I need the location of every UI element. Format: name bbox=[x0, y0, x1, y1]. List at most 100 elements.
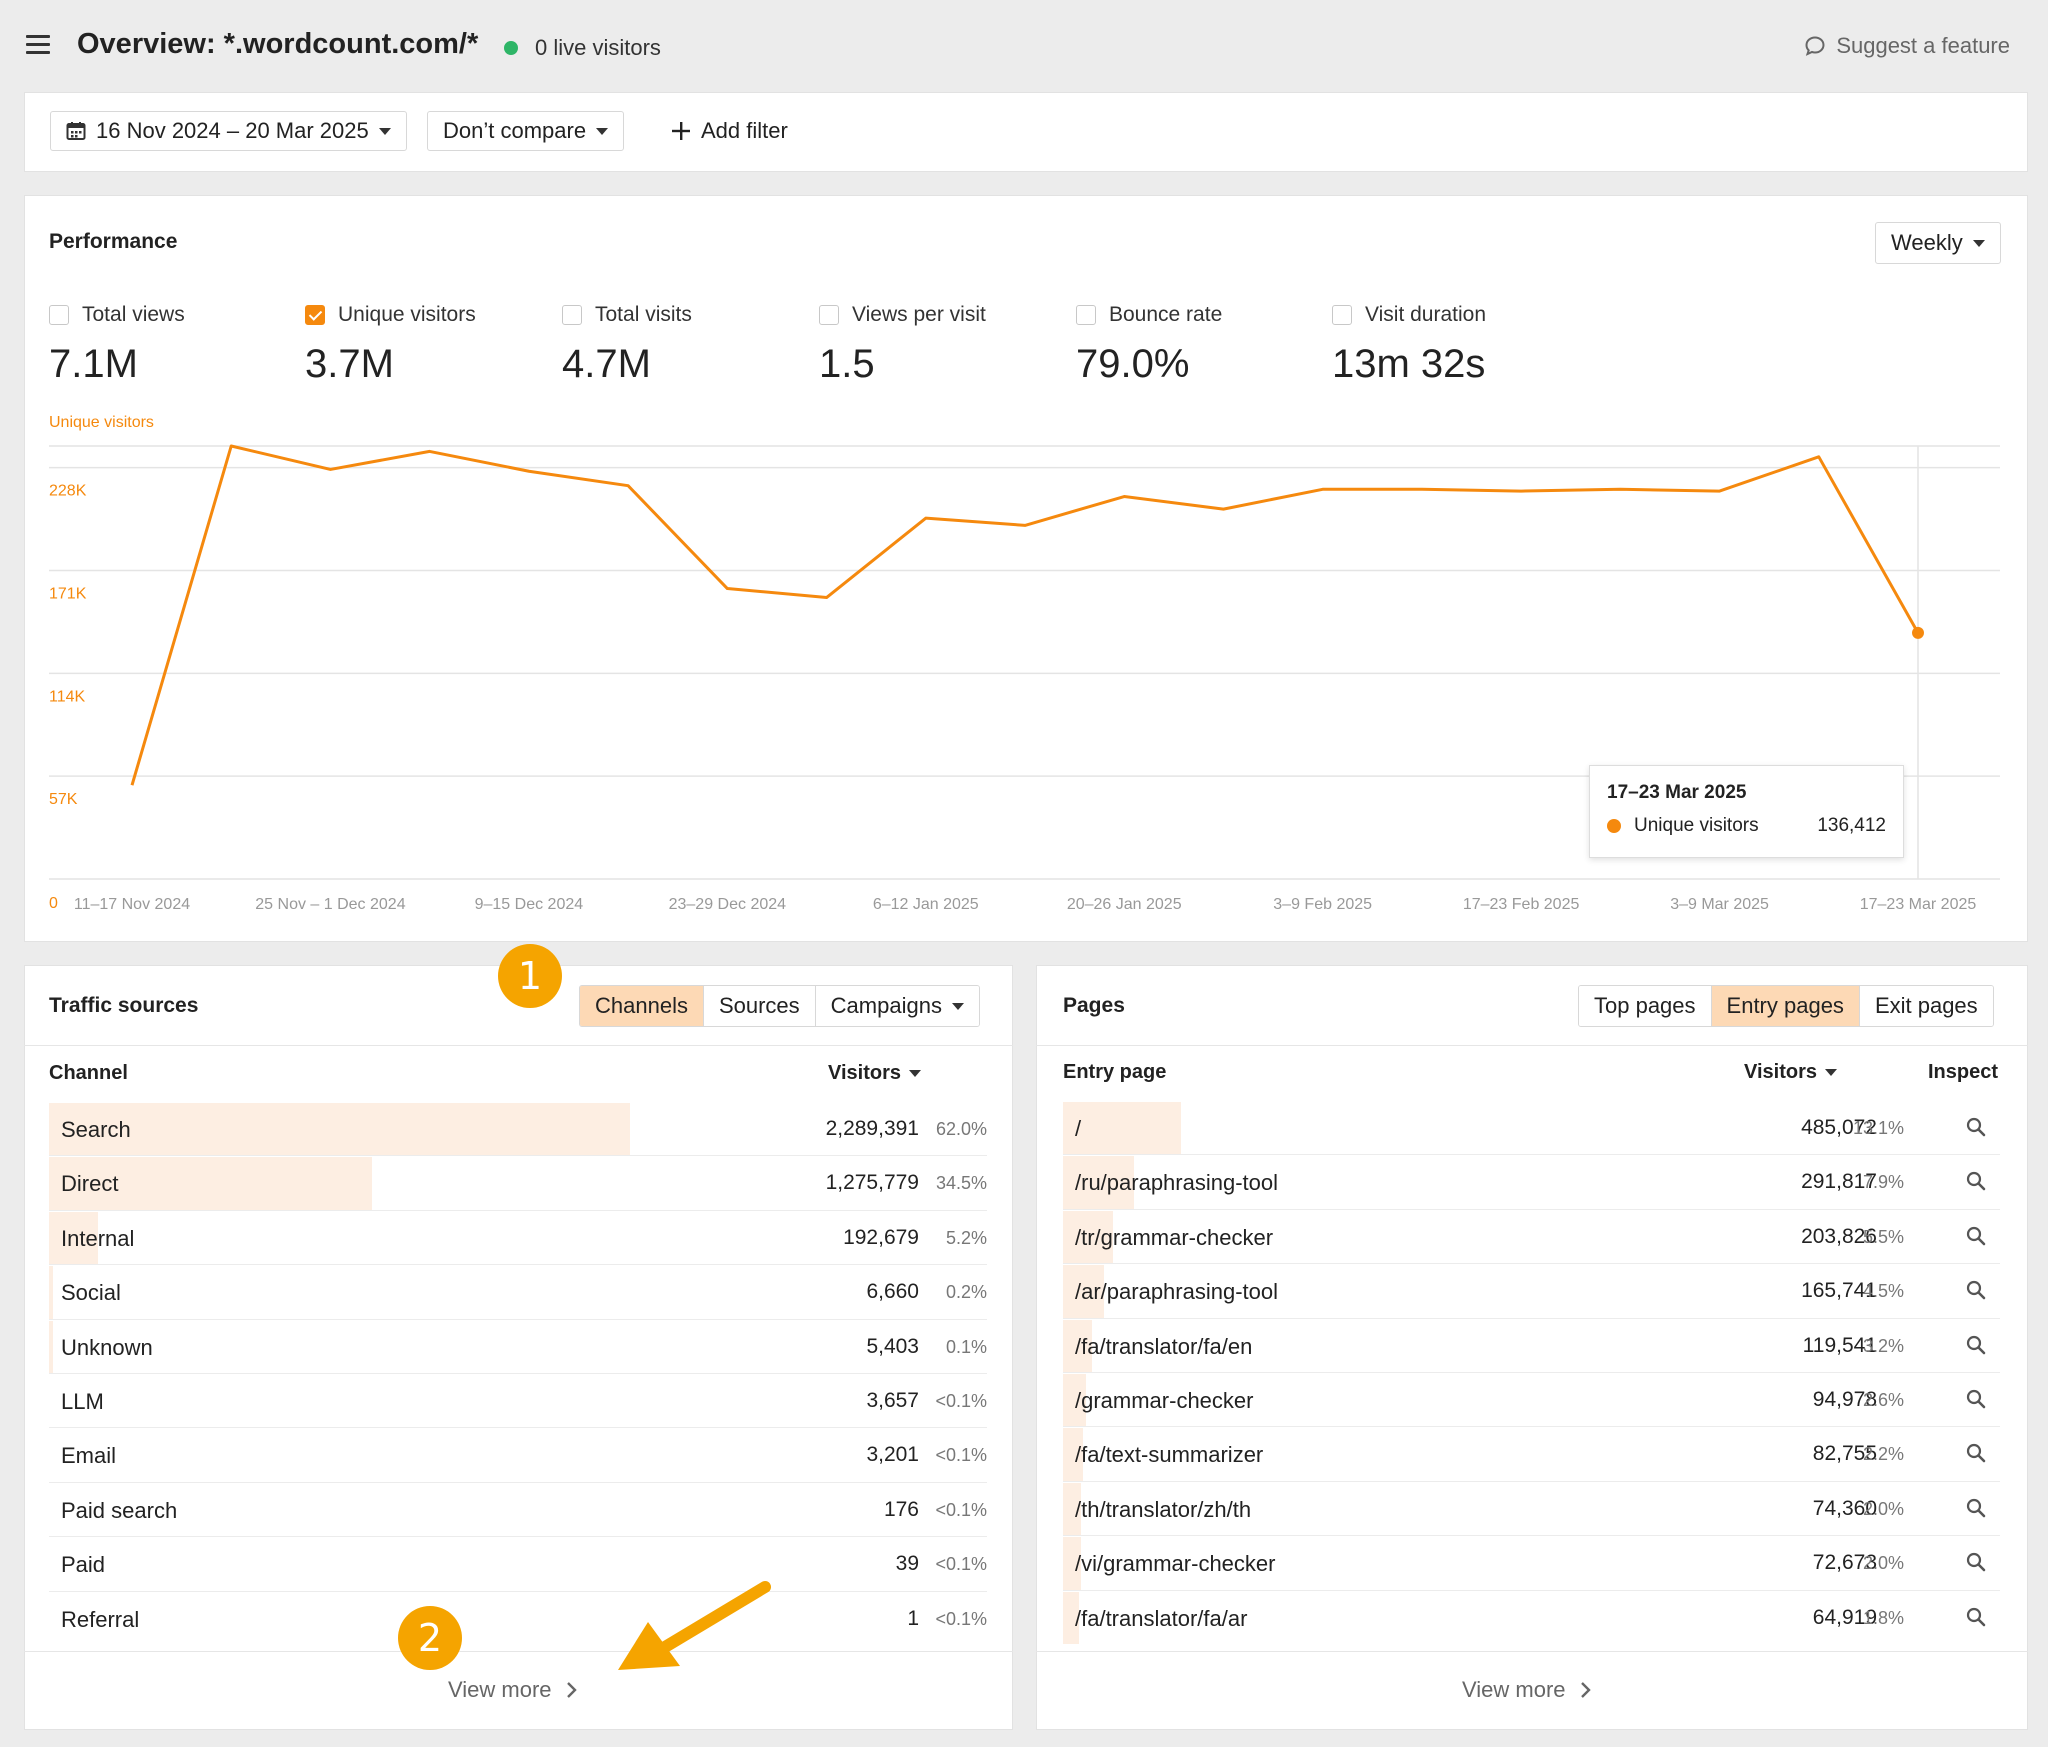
row-label: Social bbox=[61, 1280, 121, 1306]
page-row[interactable]: /vi/grammar-checker 72,673 2.0% bbox=[1063, 1536, 2000, 1591]
row-label: / bbox=[1075, 1116, 1082, 1141]
page-row[interactable]: /ar/paraphrasing-tool 165,741 4.5% bbox=[1063, 1264, 2000, 1319]
row-label: Unknown bbox=[61, 1334, 153, 1360]
interval-dropdown[interactable]: Weekly bbox=[1875, 222, 2001, 264]
inspect-search-icon[interactable] bbox=[1966, 1607, 1986, 1632]
inspect-search-icon[interactable] bbox=[1966, 1117, 1986, 1142]
inspect-search-icon[interactable] bbox=[1966, 1171, 1986, 1196]
row-visitors: 1,275,779 bbox=[825, 1171, 919, 1195]
date-range-dropdown[interactable]: 16 Nov 2024 – 20 Mar 2025 bbox=[50, 111, 407, 151]
y-axis-label: Unique visitors bbox=[49, 414, 154, 431]
visit-duration-checkbox[interactable] bbox=[1332, 305, 1352, 325]
unique-visitors-checkbox[interactable] bbox=[305, 305, 325, 325]
performance-title: Performance bbox=[49, 230, 178, 253]
total-views-checkbox[interactable] bbox=[49, 305, 69, 325]
row-visitors: 82,755 bbox=[1812, 1442, 1877, 1466]
divider bbox=[1036, 1045, 2028, 1046]
page-row[interactable]: /fa/translator/fa/ar 64,919 1.8% bbox=[1063, 1591, 2000, 1645]
y-tick-label: 57K bbox=[49, 791, 78, 808]
tab-label: Top pages bbox=[1594, 993, 1696, 1018]
row-label: Direct bbox=[61, 1171, 119, 1197]
row-visitors: 74,360 bbox=[1812, 1496, 1877, 1520]
page-row[interactable]: /fa/text-summarizer 82,755 2.2% bbox=[1063, 1427, 2000, 1482]
tab-sources[interactable]: Sources bbox=[703, 986, 816, 1026]
channel-row[interactable]: Paid search 176 <0.1% bbox=[49, 1483, 987, 1538]
row-visitors: 203,826 bbox=[1801, 1224, 1877, 1248]
channel-row[interactable]: Paid 39 <0.1% bbox=[49, 1537, 987, 1592]
row-percent: 0.1% bbox=[945, 1336, 987, 1357]
compare-dropdown[interactable]: Don’t compare bbox=[427, 111, 625, 151]
channel-row[interactable]: Direct 1,275,779 34.5% bbox=[49, 1156, 987, 1211]
column-header-visitors[interactable]: Visitors bbox=[828, 1062, 921, 1085]
row-visitors: 176 bbox=[883, 1497, 919, 1521]
tab-exit-pages[interactable]: Exit pages bbox=[1859, 986, 1993, 1026]
channel-row[interactable]: Social 6,660 0.2% bbox=[49, 1265, 987, 1320]
page-row[interactable]: /th/translator/zh/th 74,360 2.0% bbox=[1063, 1482, 2000, 1537]
metric-unique-visitors: Unique visitors 3.7M bbox=[305, 302, 476, 387]
row-divider bbox=[49, 1590, 987, 1592]
metric-views-per-visit: Views per visit 1.5 bbox=[819, 302, 986, 387]
pages-card bbox=[1036, 965, 2028, 1730]
inspect-search-icon[interactable] bbox=[1966, 1335, 1986, 1360]
tab-channels[interactable]: Channels bbox=[580, 986, 704, 1026]
y-tick-label: 228K bbox=[49, 483, 87, 500]
x-tick-label: 6–12 Jan 2025 bbox=[873, 896, 979, 913]
hamburger-menu-icon[interactable] bbox=[26, 35, 50, 55]
row-divider bbox=[49, 1427, 987, 1429]
calendar-icon bbox=[66, 122, 86, 140]
page-row[interactable]: / 485,072 13.1% bbox=[1063, 1101, 2000, 1156]
column-header-visitors[interactable]: Visitors bbox=[1744, 1061, 1837, 1084]
inspect-search-icon[interactable] bbox=[1966, 1552, 1986, 1577]
page-row[interactable]: /tr/grammar-checker 203,826 5.5% bbox=[1063, 1210, 2000, 1265]
row-percent: 3.2% bbox=[1862, 1335, 1904, 1356]
row-label: Paid bbox=[61, 1552, 106, 1578]
row-label: /fa/translator/fa/en bbox=[1075, 1333, 1253, 1359]
share-bar bbox=[1063, 1265, 1104, 1318]
inspect-search-icon[interactable] bbox=[1966, 1389, 1986, 1414]
page-row[interactable]: /grammar-checker 94,978 2.6% bbox=[1063, 1373, 2000, 1428]
page-row[interactable]: /ru/paraphrasing-tool 291,817 7.9% bbox=[1063, 1155, 2000, 1210]
x-tick-label: 20–26 Jan 2025 bbox=[1067, 896, 1182, 913]
tab-campaigns[interactable]: Campaigns bbox=[815, 986, 979, 1026]
chevron-right-icon bbox=[1580, 1682, 1591, 1698]
inspect-search-icon[interactable] bbox=[1966, 1280, 1986, 1305]
views-per-visit-checkbox[interactable] bbox=[819, 305, 839, 325]
tab-top-pages[interactable]: Top pages bbox=[1579, 986, 1712, 1026]
inspect-search-icon[interactable] bbox=[1966, 1443, 1986, 1468]
channel-row[interactable]: Email 3,201 <0.1% bbox=[49, 1428, 987, 1483]
row-percent: 0.2% bbox=[945, 1282, 987, 1303]
metric-value: 3.7M bbox=[305, 342, 394, 386]
channel-row[interactable]: LLM 3,657 <0.1% bbox=[49, 1374, 987, 1429]
channel-row[interactable]: Internal 192,679 5.2% bbox=[49, 1211, 987, 1266]
add-filter-button[interactable]: Add filter bbox=[655, 111, 804, 151]
x-tick-label: 17–23 Feb 2025 bbox=[1463, 896, 1580, 913]
page-row[interactable]: /fa/translator/fa/en 119,541 3.2% bbox=[1063, 1319, 2000, 1373]
total-visits-checkbox[interactable] bbox=[562, 305, 582, 325]
tooltip-series-dot bbox=[1607, 819, 1621, 833]
inspect-search-icon[interactable] bbox=[1966, 1226, 1986, 1251]
metric-label: Total visits bbox=[595, 303, 692, 326]
metric-value: 7.1M bbox=[49, 342, 138, 386]
row-percent: <0.1% bbox=[935, 1554, 987, 1575]
row-label: LLM bbox=[61, 1389, 104, 1414]
inspect-search-icon[interactable] bbox=[1966, 1498, 1986, 1523]
tooltip-value: 136,412 bbox=[1817, 815, 1886, 836]
column-header-channel: Channel bbox=[49, 1062, 128, 1084]
tab-entry-pages[interactable]: Entry pages bbox=[1711, 986, 1860, 1026]
row-percent: <0.1% bbox=[935, 1499, 987, 1520]
channel-row[interactable]: Unknown 5,403 0.1% bbox=[49, 1320, 987, 1374]
row-divider bbox=[1063, 1208, 2000, 1210]
channel-row[interactable]: Referral 1 <0.1% bbox=[49, 1592, 987, 1646]
metric-total-visits: Total visits 4.7M bbox=[562, 302, 692, 387]
channel-row[interactable]: Search 2,289,391 62.0% bbox=[49, 1102, 987, 1157]
chevron-down-icon bbox=[596, 127, 609, 135]
pages-view-more-button[interactable]: View more bbox=[1462, 1677, 1592, 1703]
row-label: /fa/text-summarizer bbox=[1075, 1442, 1264, 1468]
bounce-rate-checkbox[interactable] bbox=[1076, 305, 1096, 325]
metric-label: Total views bbox=[82, 303, 185, 326]
suggest-feature-button[interactable]: Suggest a feature bbox=[1804, 33, 2010, 59]
share-bar bbox=[1063, 1319, 1092, 1372]
traffic-view-more-button[interactable]: View more bbox=[448, 1677, 578, 1703]
row-divider bbox=[1063, 1589, 2000, 1591]
y-tick-label: 171K bbox=[49, 585, 87, 602]
